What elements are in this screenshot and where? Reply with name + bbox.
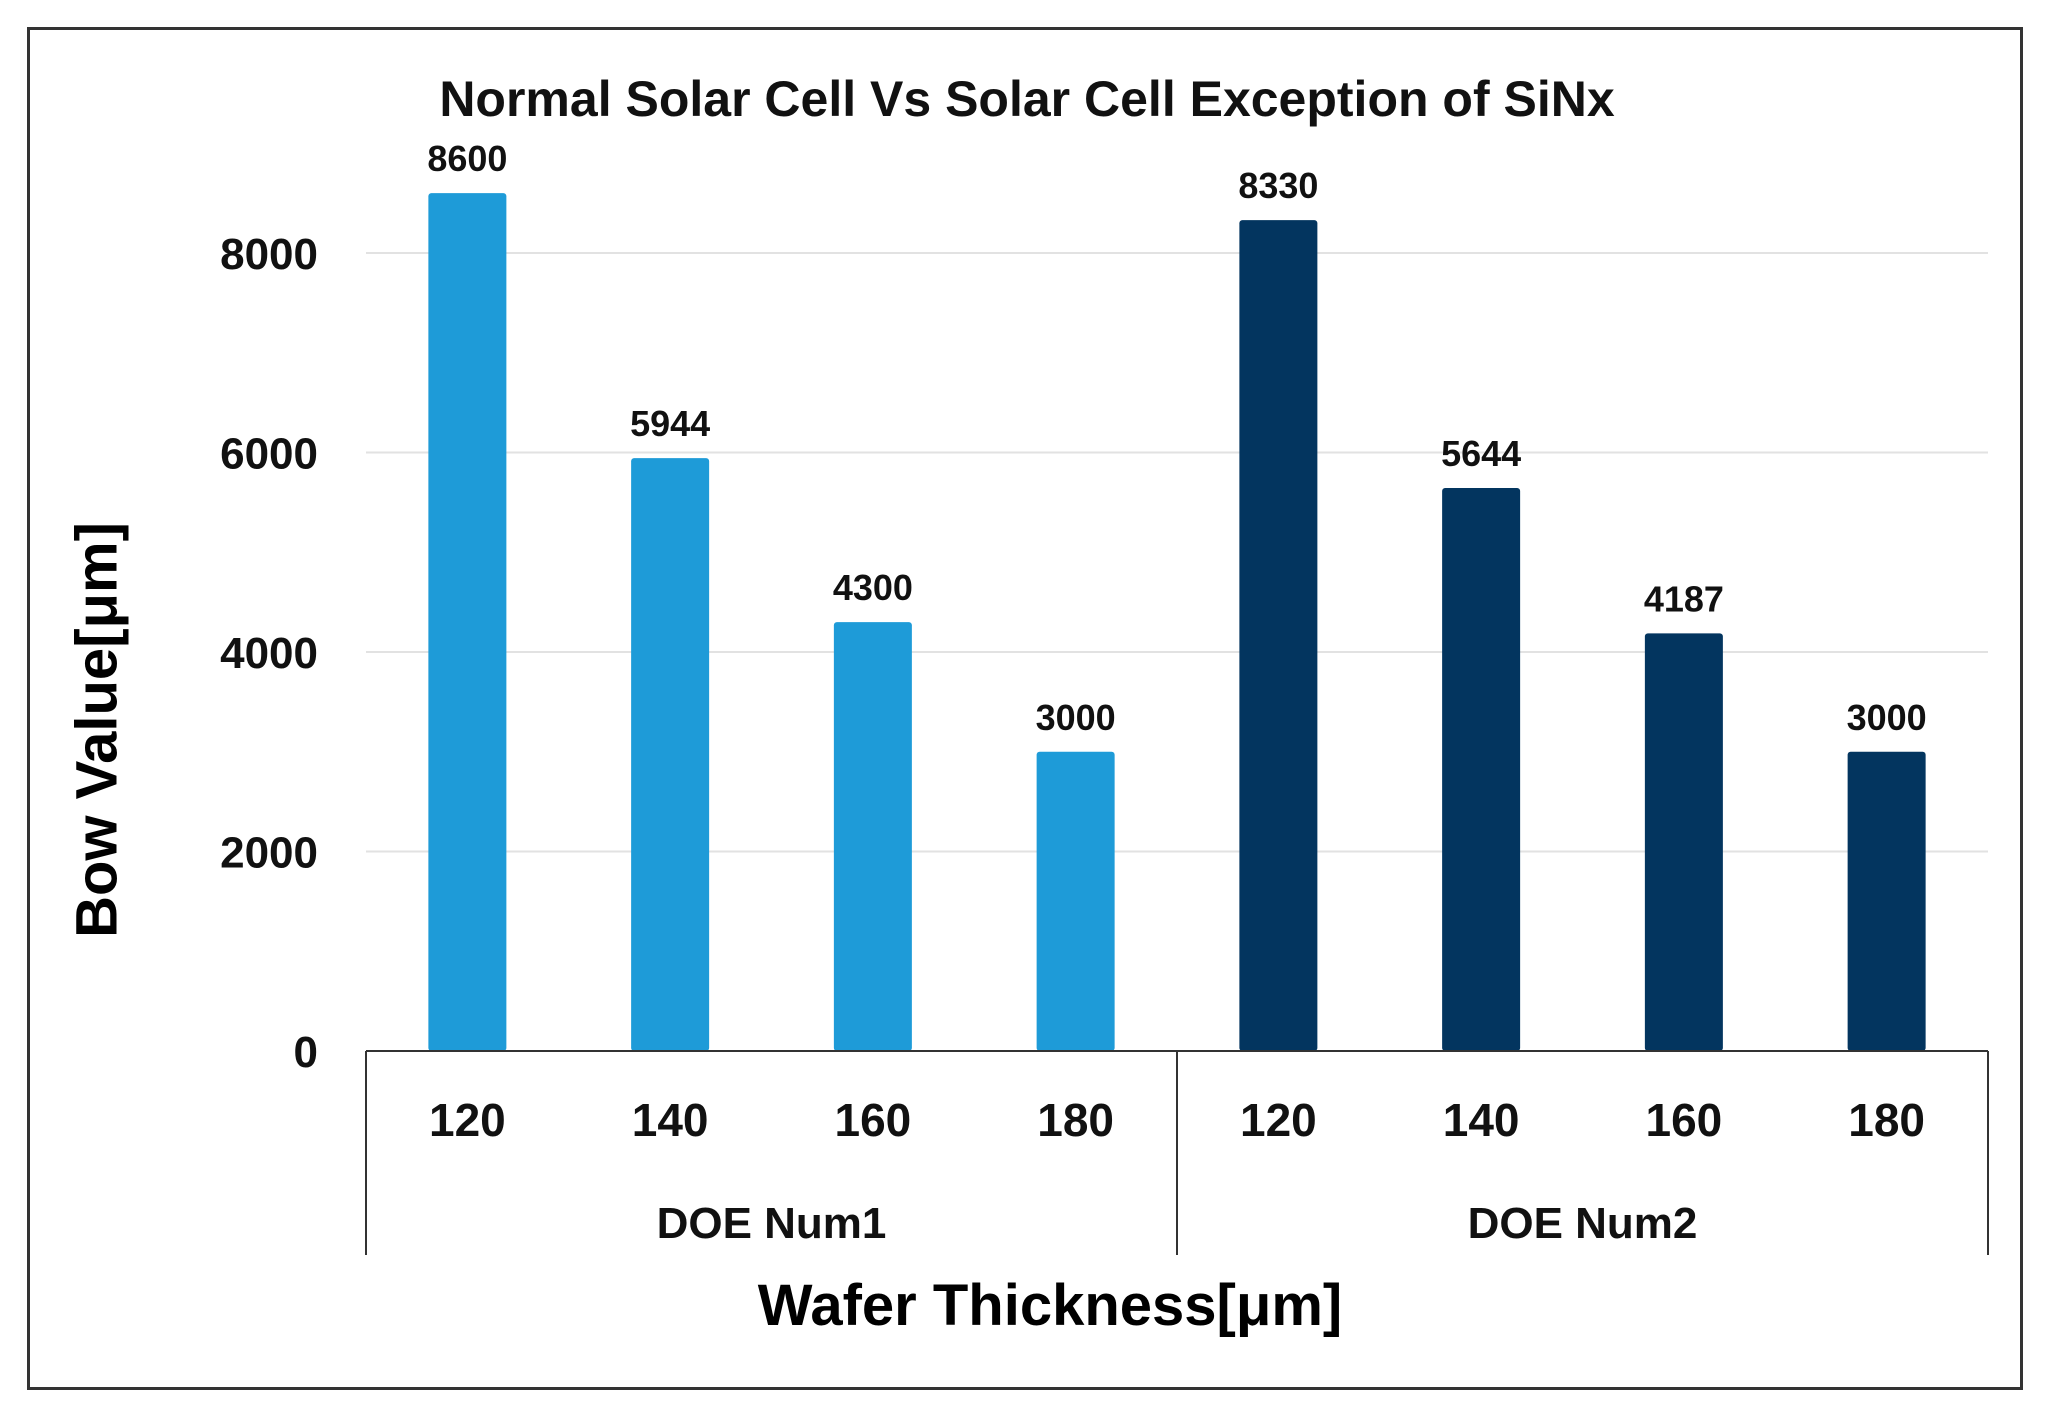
x-tick-label: 120 (429, 1094, 506, 1146)
group-label: DOE Num2 (1468, 1199, 1698, 1248)
data-label: 4187 (1644, 578, 1724, 619)
bar-doe-num2-140 (1442, 488, 1521, 1051)
data-label: 3000 (1847, 697, 1927, 738)
x-tick-label: 180 (1848, 1094, 1925, 1146)
bar-doe-num2-180 (1847, 751, 1926, 1051)
x-tick-label: 140 (632, 1094, 709, 1146)
chart-title: Normal Solar Cell Vs Solar Cell Exceptio… (439, 71, 1615, 127)
y-tick-label: 6000 (220, 430, 318, 479)
bar-doe-num2-120 (1239, 220, 1318, 1051)
data-label: 5944 (630, 403, 710, 444)
group-label: DOE Num1 (657, 1199, 887, 1248)
x-tick-label: 160 (1646, 1094, 1723, 1146)
y-tick-label: 4000 (220, 629, 318, 678)
data-label: 4300 (833, 567, 913, 608)
x-tick-label: 140 (1443, 1094, 1520, 1146)
bar-doe-num1-180 (1036, 751, 1115, 1051)
y-tick-label: 8000 (220, 230, 318, 279)
bar-doe-num1-160 (833, 622, 912, 1051)
x-tick-label: 120 (1240, 1094, 1317, 1146)
y-tick-label: 2000 (220, 829, 318, 878)
bar-doe-num1-140 (631, 458, 710, 1051)
data-label: 5644 (1441, 433, 1521, 474)
x-axis-label: Wafer Thickness[μm] (757, 1273, 1343, 1338)
data-label: 8600 (427, 138, 507, 179)
x-tick-label: 160 (835, 1094, 912, 1146)
bar-doe-num2-160 (1644, 633, 1723, 1051)
x-tick-label: 180 (1037, 1094, 1114, 1146)
bar-doe-num1-120 (428, 193, 507, 1051)
data-label: 8330 (1238, 165, 1318, 206)
data-label: 3000 (1036, 697, 1116, 738)
y-axis-label: Bow Value[μm] (64, 522, 130, 938)
y-tick-label: 0 (294, 1028, 318, 1077)
